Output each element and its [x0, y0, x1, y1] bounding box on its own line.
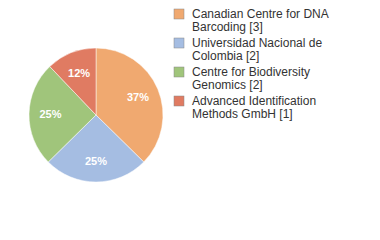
legend-label: Centre for Biodiversity Genomics [2]	[192, 65, 313, 92]
chart: 37% 25% 25% 12% Canadian Centre for DNA Barc…	[0, 0, 380, 240]
legend: Canadian Centre for DNA Barcoding [3]Uni…	[174, 7, 331, 121]
legend-label: Canadian Centre for DNA Barcoding [3]	[192, 7, 331, 34]
data-label: 37%	[127, 91, 149, 103]
legend-swatch	[174, 96, 184, 106]
slice	[50, 48, 96, 115]
slices	[29, 48, 163, 182]
legend-label: Universidad Nacional de Colombia [2]	[192, 36, 325, 63]
legend-swatch	[174, 38, 184, 48]
data-label: 12%	[68, 67, 90, 79]
data-label: 25%	[85, 155, 107, 167]
legend-swatch	[174, 67, 184, 77]
data-label: 25%	[39, 108, 61, 120]
data-labels: 37% 25% 25% 12%	[39, 67, 149, 167]
legend-swatch	[174, 9, 184, 19]
legend-label: Advanced Identification Methods GmbH [1]	[192, 94, 319, 121]
